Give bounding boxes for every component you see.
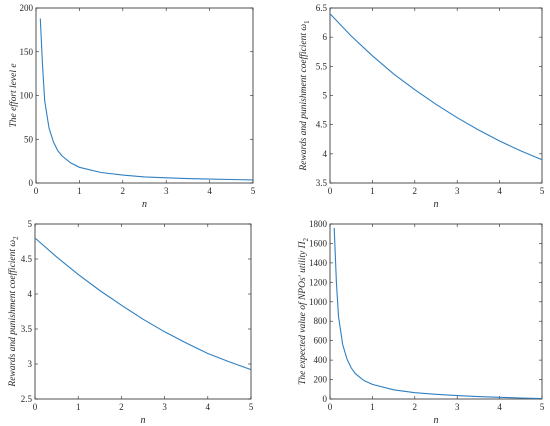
x-tick-label: 5 bbox=[249, 402, 254, 412]
x-tick-label: 3 bbox=[455, 402, 460, 412]
y-axis-label-main: The expected value of NPOs' utility Π bbox=[297, 240, 308, 385]
y-tick-label: 1600 bbox=[309, 238, 328, 248]
x-tick-label: 4 bbox=[207, 186, 212, 196]
y-tick-label: 2.5 bbox=[21, 394, 33, 404]
y-tick-label: 200 bbox=[20, 3, 34, 13]
y-tick-label: 200 bbox=[314, 375, 328, 385]
y-axis-label-subscript: 2 bbox=[302, 238, 310, 242]
y-tick-label: 600 bbox=[314, 336, 328, 346]
y-axis-label: Rewards and punishment coefficient ω2 bbox=[7, 236, 20, 388]
x-tick-label: 2 bbox=[413, 186, 418, 196]
x-axis-label: n bbox=[434, 199, 439, 210]
y-tick-label: 4 bbox=[323, 149, 328, 159]
plot-frame bbox=[35, 7, 254, 184]
y-axis-label-main: Rewards and punishment coefficient ω bbox=[298, 24, 309, 172]
y-axis-label: The effort level e bbox=[8, 63, 19, 127]
y-tick-label: 3 bbox=[28, 359, 33, 369]
x-tick-label: 2 bbox=[413, 402, 418, 412]
y-tick-label: 0 bbox=[29, 178, 34, 188]
series-line-1 bbox=[34, 237, 252, 371]
y-tick-label: 6.5 bbox=[316, 3, 328, 13]
y-tick-label: 800 bbox=[314, 316, 328, 326]
chart-panel-3: 0 1 2 3 4 5 2.5 3 3.5 4 4.5 5 n Rewards and punishmen… bbox=[7, 219, 254, 426]
x-tick-label: 5 bbox=[251, 186, 256, 196]
plot-frame bbox=[34, 223, 252, 400]
x-tick-label: 5 bbox=[540, 186, 545, 196]
y-tick-label: 100 bbox=[20, 91, 34, 101]
plot-frame bbox=[329, 7, 543, 184]
x-tick-label: 4 bbox=[206, 402, 211, 412]
x-tick-label: 3 bbox=[164, 186, 169, 196]
x-tick-label: 1 bbox=[370, 186, 375, 196]
y-tick-label: 6 bbox=[323, 32, 328, 42]
x-tick-label: 4 bbox=[497, 402, 502, 412]
y-tick-label: 1200 bbox=[309, 277, 328, 287]
x-tick-label: 1 bbox=[76, 402, 81, 412]
x-tick-label: 0 bbox=[328, 186, 333, 196]
x-tick-label: 4 bbox=[497, 186, 502, 196]
y-axis-label-subscript: 2 bbox=[12, 236, 20, 240]
x-tick-label: 2 bbox=[119, 402, 124, 412]
y-tick-label: 5.5 bbox=[316, 61, 328, 71]
x-tick-label: 1 bbox=[370, 402, 375, 412]
x-tick-label: 3 bbox=[162, 402, 167, 412]
y-axis-label-subscript: 1 bbox=[303, 20, 311, 24]
y-axis-label: Rewards and punishment coefficient ω1 bbox=[298, 20, 311, 172]
y-tick-label: 4.5 bbox=[21, 254, 33, 264]
y-tick-label: 3.5 bbox=[316, 178, 328, 188]
series-line-1 bbox=[333, 227, 543, 400]
y-tick-label: 400 bbox=[314, 355, 328, 365]
y-axis-label: The expected value of NPOs' utility Π2 bbox=[297, 238, 310, 385]
chart-panel-2: 0 1 2 3 4 5 3.5 4 4.5 5 5.5 6 6.5 n Rewards and punish… bbox=[298, 3, 545, 210]
x-tick-label: 0 bbox=[328, 402, 333, 412]
x-axis-label: n bbox=[141, 415, 146, 426]
y-tick-label: 4.5 bbox=[316, 120, 328, 130]
y-tick-label: 1000 bbox=[309, 297, 328, 307]
series-line-1 bbox=[39, 18, 254, 181]
x-tick-label: 3 bbox=[455, 186, 460, 196]
y-tick-label: 5 bbox=[323, 91, 328, 101]
series-line-1 bbox=[329, 13, 543, 161]
x-axis-label: n bbox=[434, 415, 439, 426]
chart-panel-4: 0 1 2 3 4 5 0 200 400 600 800 1000 1200 1400 1600 1800 n… bbox=[297, 219, 545, 426]
x-tick-label: 0 bbox=[34, 186, 39, 196]
x-tick-label: 0 bbox=[33, 402, 38, 412]
y-tick-label: 150 bbox=[20, 47, 34, 57]
x-tick-label: 1 bbox=[77, 186, 82, 196]
plot-frame bbox=[329, 223, 543, 400]
y-axis-label-main: Rewards and punishment coefficient ω bbox=[7, 240, 18, 388]
y-tick-label: 4 bbox=[28, 289, 33, 299]
x-tick-label: 5 bbox=[540, 402, 545, 412]
y-tick-label: 0 bbox=[323, 394, 328, 404]
y-tick-label: 3.5 bbox=[21, 324, 33, 334]
y-tick-label: 5 bbox=[28, 219, 33, 229]
y-tick-label: 50 bbox=[24, 134, 34, 144]
x-axis-label: n bbox=[142, 199, 147, 210]
y-tick-label: 1400 bbox=[309, 258, 328, 268]
y-tick-label: 1800 bbox=[309, 219, 328, 229]
x-tick-label: 2 bbox=[121, 186, 126, 196]
